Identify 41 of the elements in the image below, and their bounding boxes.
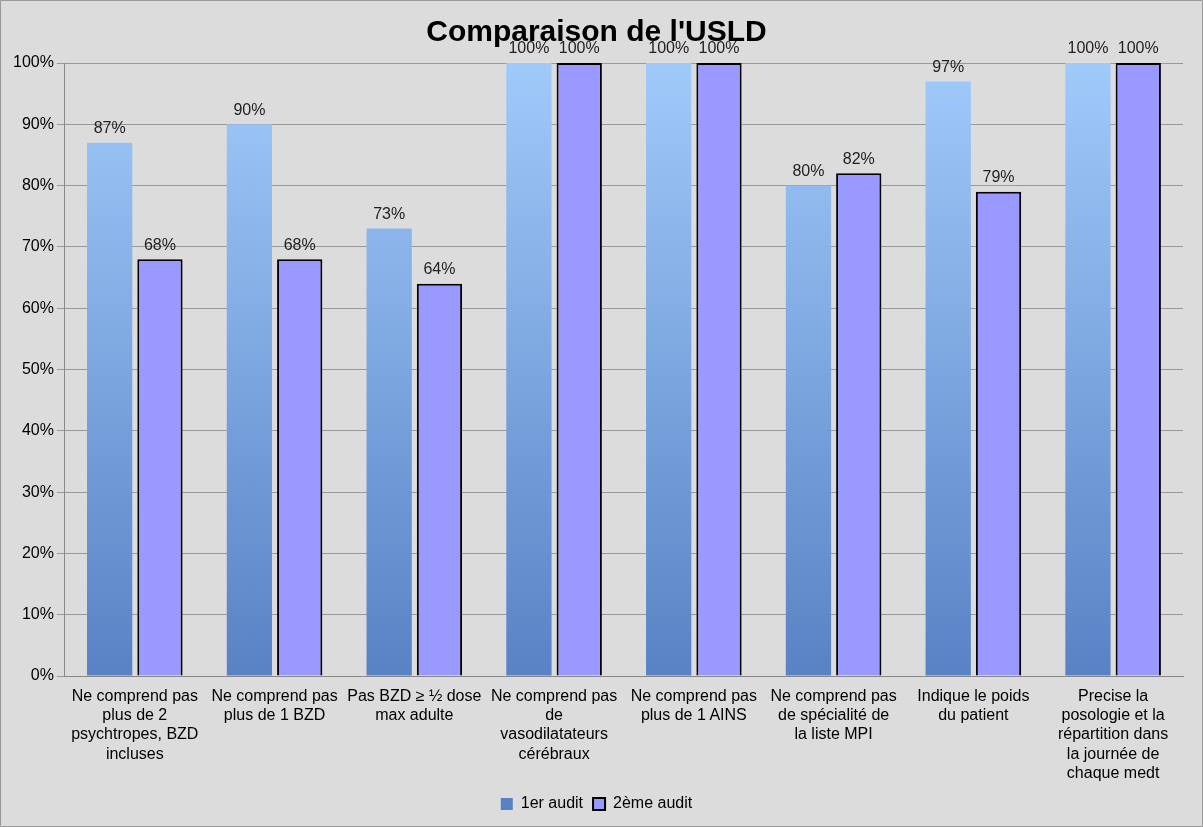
data-label: 100% (1067, 39, 1109, 57)
data-label: 97% (932, 57, 965, 75)
x-tick-label: Ne comprend pas plus de 1 BZD (211, 687, 338, 724)
y-tick-label: 70% (21, 237, 54, 255)
y-tick-label: 60% (21, 298, 54, 316)
x-tick-label: Ne comprend pas plus de 1 AINS (630, 687, 757, 724)
data-label: 68% (143, 235, 176, 253)
data-label: 90% (233, 100, 266, 118)
data-label: 64% (423, 260, 456, 278)
y-tick-label: 0% (30, 666, 54, 684)
data-label: 82% (842, 149, 875, 167)
y-tick-label: 80% (21, 176, 54, 194)
data-label: 80% (792, 162, 825, 180)
bar (925, 81, 971, 676)
data-label: 68% (283, 235, 316, 253)
y-tick-label: 90% (21, 114, 54, 132)
data-label: 79% (982, 168, 1015, 186)
legend-label: 2ème audit (613, 794, 693, 812)
data-label: 100% (1117, 39, 1159, 57)
y-tick-label: 10% (21, 605, 54, 623)
bar (366, 228, 412, 676)
data-label: 73% (373, 204, 406, 222)
bar (226, 124, 273, 676)
bar (646, 63, 692, 676)
y-tick-label: 20% (21, 543, 54, 561)
y-tick-label: 100% (13, 53, 54, 71)
x-tick-label: Ne comprend pas de vasodilatateurs cérébraux (490, 687, 618, 762)
bar (87, 142, 133, 676)
bar (1065, 63, 1111, 676)
x-tick-label: Ne comprend pas de spécialité de la liste MPI (770, 687, 897, 743)
data-label: 87% (93, 119, 126, 137)
bar (506, 63, 552, 676)
x-tick-label: Pas BZD ≥ ½ dose max adulte (347, 687, 482, 724)
y-tick-label: 30% (21, 482, 54, 500)
bar (785, 185, 832, 676)
x-tick-label: Precise la posologie et la répartition dans la journée de chaque medt (1057, 687, 1169, 781)
x-tick-label: Ne comprend pas plus de 2 psychtropes, BZD incluses (71, 687, 199, 762)
x-tick-label: Indique le poids du patient (917, 687, 1030, 724)
y-tick-label: 40% (21, 421, 54, 439)
legend-label: 1er audit (520, 794, 584, 812)
y-tick-label: 50% (21, 359, 54, 377)
